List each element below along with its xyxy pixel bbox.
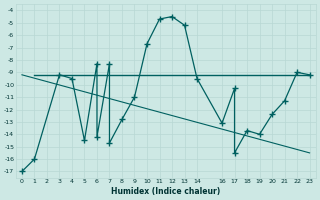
X-axis label: Humidex (Indice chaleur): Humidex (Indice chaleur): [111, 187, 220, 196]
